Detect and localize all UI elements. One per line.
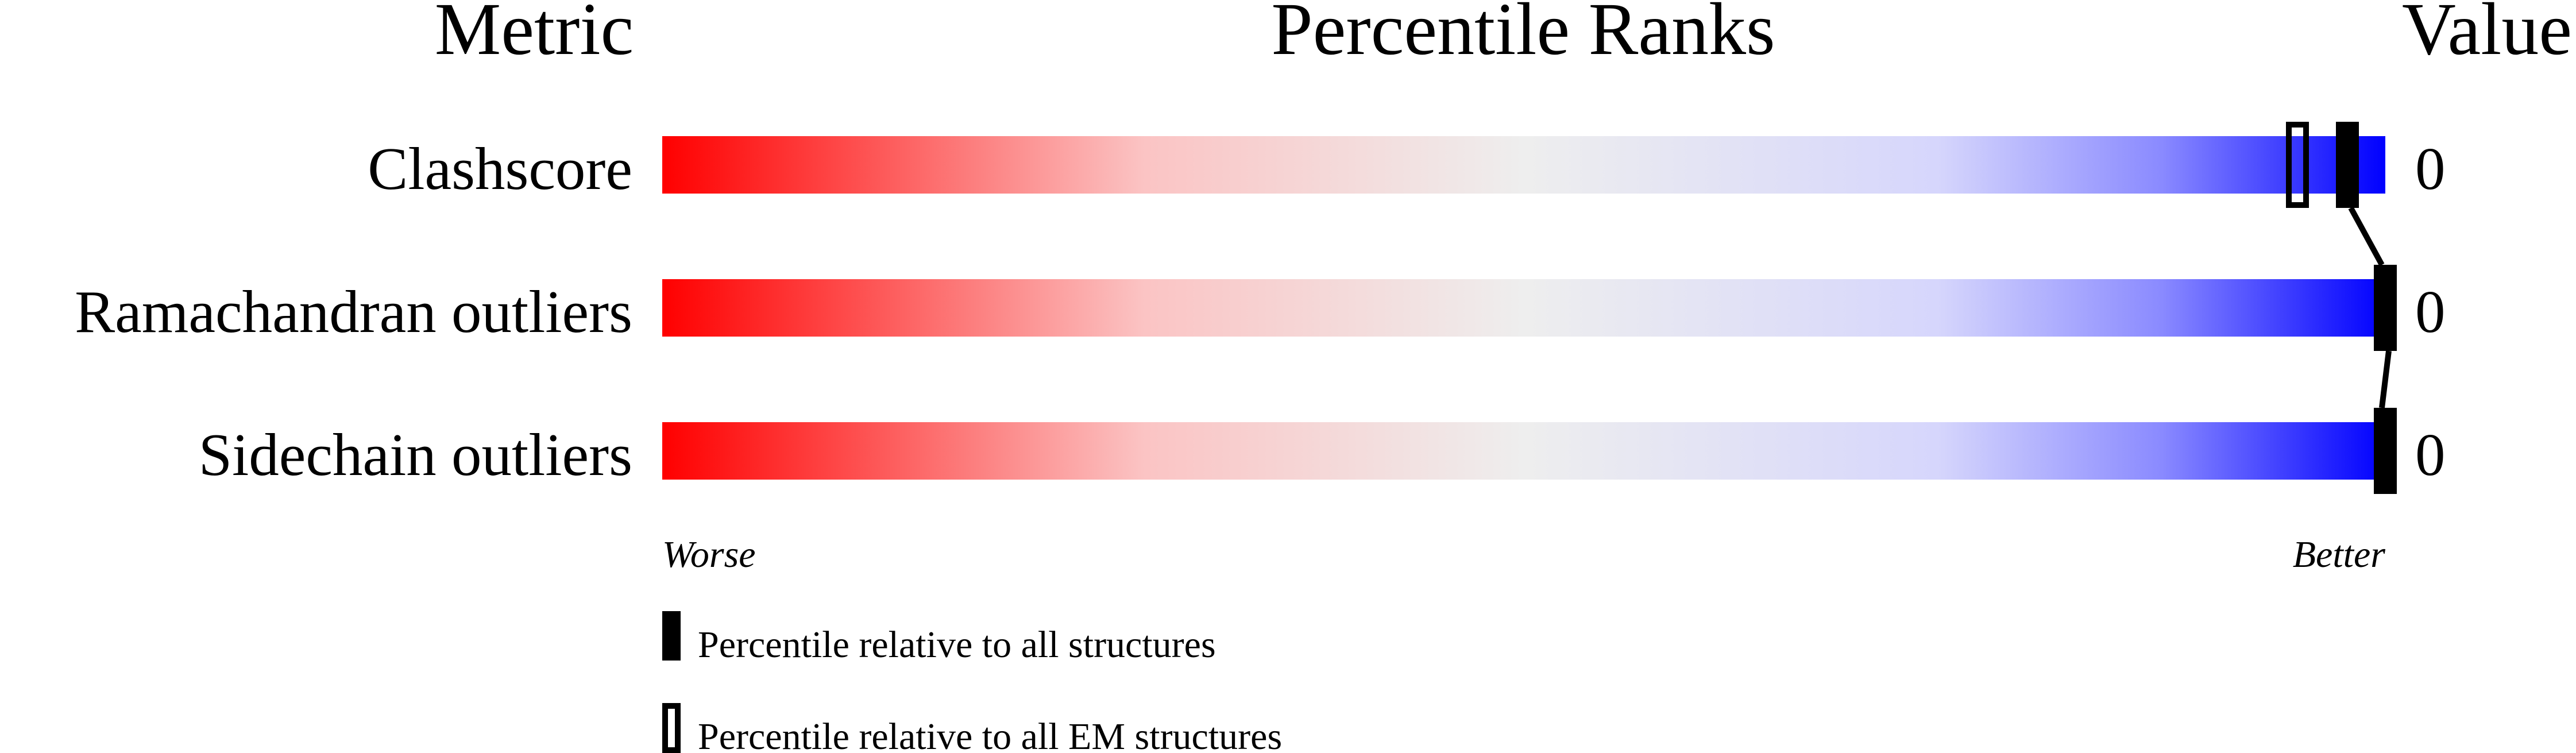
all-percentile-marker [2374, 265, 2397, 351]
metric-label: Clashscore [368, 135, 632, 202]
percentile-connector-line [2379, 350, 2392, 408]
metric-value: 0 [2415, 135, 2446, 202]
legend-all-marker [662, 611, 681, 661]
legend-em-label: Percentile relative to all EM structures [698, 716, 1282, 753]
better-label: Better [2293, 534, 2386, 576]
worse-label: Worse [662, 534, 756, 576]
percentile-connector-line [2348, 206, 2385, 267]
header-metric: Metric [435, 0, 634, 71]
percentile-bar [662, 422, 2385, 480]
metric-label: Sidechain outliers [199, 421, 632, 488]
metric-value: 0 [2415, 278, 2446, 345]
em-percentile-marker [2286, 122, 2309, 208]
legend-all-label: Percentile relative to all structures [698, 624, 1216, 666]
all-percentile-marker [2374, 408, 2397, 494]
header-percentile-ranks: Percentile Ranks [1271, 0, 1775, 71]
percentile-bar [662, 279, 2385, 337]
legend-em-marker [662, 703, 681, 753]
metric-value: 0 [2415, 421, 2446, 488]
all-percentile-marker [2336, 122, 2359, 208]
header-value: Value [2402, 0, 2572, 71]
metric-label: Ramachandran outliers [75, 278, 632, 345]
percentile-bar [662, 136, 2385, 194]
